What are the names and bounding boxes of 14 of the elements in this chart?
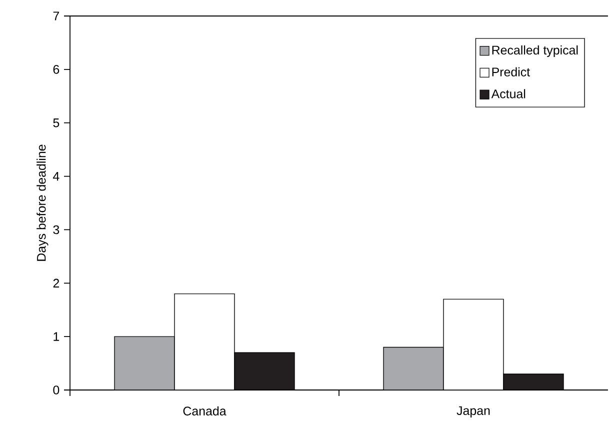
x-tick-label: Japan: [456, 406, 490, 418]
y-tick-label: 6: [53, 65, 60, 74]
y-tick-label: 0: [53, 386, 60, 394]
x-tick-label: Canada: [183, 406, 226, 416]
y-tick-label: 1: [54, 332, 60, 341]
y-tick-label: 2: [53, 278, 60, 288]
y-tick-label: 3: [53, 225, 60, 234]
y-tick-label: 7: [53, 12, 60, 20]
y-tick-label: 4: [53, 172, 60, 181]
y-axis-title: Days before deadline: [36, 144, 48, 261]
legend-label: Predict: [492, 67, 530, 76]
legend-label: Recalled typical: [492, 45, 578, 58]
legend-label: Actual: [491, 89, 526, 98]
y-tick-label: 5: [53, 118, 60, 128]
